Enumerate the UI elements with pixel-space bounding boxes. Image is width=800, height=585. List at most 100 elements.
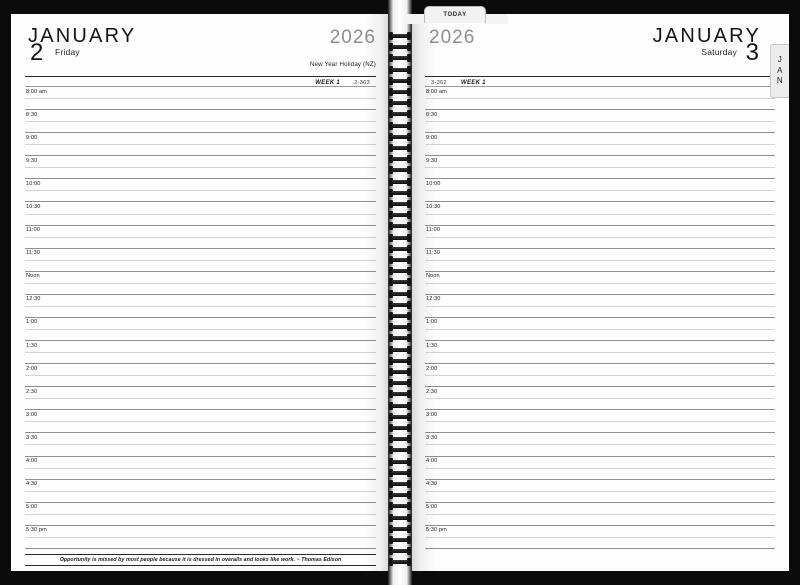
binding-coil: [388, 121, 412, 130]
right-time-slot[interactable]: 1:00: [425, 318, 775, 342]
binding-coil: [388, 558, 412, 567]
right-time-slot[interactable]: 2:30: [425, 387, 775, 411]
binding-coil: [388, 323, 412, 332]
binding-coil: [388, 289, 412, 298]
right-time-label: 2:30: [426, 388, 438, 395]
binding-coil: [388, 177, 412, 186]
left-time-slot[interactable]: 12:30: [25, 295, 376, 318]
left-holiday-note: New Year Holiday (NZ): [309, 61, 376, 68]
binding-coil: [388, 155, 412, 164]
right-time-slot[interactable]: 4:30: [425, 480, 775, 503]
left-month-title: JANUARY: [28, 25, 137, 47]
binding-coil: [388, 390, 412, 399]
left-time-label: 5:00: [26, 504, 38, 511]
left-time-slot[interactable]: 10:30: [25, 202, 376, 226]
left-time-slot[interactable]: Noon: [25, 272, 376, 295]
left-time-slot[interactable]: 2:00: [25, 364, 376, 388]
right-time-label: 12:30: [426, 296, 441, 303]
right-time-slot[interactable]: 11:00: [425, 226, 775, 249]
binding-coil: [388, 99, 412, 108]
right-time-label: Noon: [426, 273, 440, 280]
binding-coil: [388, 412, 412, 421]
left-time-slot[interactable]: 3:00: [25, 410, 376, 434]
left-day-number: 2: [30, 39, 44, 66]
left-time-slot[interactable]: 11:00: [25, 226, 376, 249]
right-day-number: 3: [745, 39, 759, 66]
right-time-slot[interactable]: 5:30 pm: [425, 526, 775, 549]
left-time-slot[interactable]: 5:00: [25, 503, 376, 526]
month-tab-letter-3: N: [776, 76, 784, 86]
right-time-slot[interactable]: 9:30: [425, 156, 775, 180]
right-time-label: 9:00: [426, 134, 438, 141]
today-tab-wing-right: [486, 14, 508, 24]
binding-coil: [388, 457, 412, 466]
left-time-label: 11:30: [26, 250, 41, 257]
left-time-slot[interactable]: 4:00: [25, 457, 376, 480]
left-time-slot[interactable]: 1:00: [25, 318, 376, 342]
binding-coil: [388, 547, 412, 556]
right-time-slot[interactable]: Noon: [425, 272, 775, 295]
left-time-slot[interactable]: 5:30 pm: [25, 526, 376, 549]
left-time-label: 11:00: [26, 227, 41, 234]
spiral-binding: [388, 0, 412, 585]
right-julian-date: 3-362: [431, 79, 447, 86]
left-time-slot[interactable]: 1:30: [25, 341, 376, 365]
binding-coil: [388, 524, 412, 533]
right-time-slot[interactable]: 5:00: [425, 503, 775, 526]
left-time-label: 1:30: [26, 342, 38, 349]
right-time-slot[interactable]: 1:30: [425, 341, 775, 365]
right-time-label: 4:30: [426, 481, 438, 488]
right-year-label: 2026: [429, 27, 476, 48]
left-time-label: 2:00: [26, 365, 38, 372]
left-time-slot[interactable]: 8:30: [25, 110, 376, 134]
binding-coil: [388, 345, 412, 354]
left-time-label: 8:30: [26, 111, 38, 118]
binding-coil: [388, 513, 412, 522]
right-time-slot[interactable]: 3:00: [425, 410, 775, 434]
today-tab[interactable]: TODAY: [424, 6, 486, 23]
left-time-slot[interactable]: 8:00 am: [25, 87, 376, 111]
daily-quote-text: Opportunity is missed by most people bec…: [59, 556, 342, 563]
binding-coil: [388, 76, 412, 85]
left-time-slot[interactable]: 11:30: [25, 249, 376, 272]
binding-coil: [388, 435, 412, 444]
left-time-slot[interactable]: 10:00: [25, 179, 376, 203]
right-time-slot[interactable]: 12:30: [425, 295, 775, 318]
month-tab-letter-2: A: [777, 65, 783, 75]
right-time-slot[interactable]: 4:00: [425, 457, 775, 480]
binding-coil: [388, 401, 412, 410]
left-time-slot[interactable]: 3:30: [25, 433, 376, 457]
binding-coil: [388, 368, 412, 376]
left-time-slot[interactable]: 9:30: [25, 156, 376, 180]
binding-coil: [388, 211, 412, 220]
left-day-name: Friday: [55, 47, 80, 57]
right-time-slot[interactable]: 8:30: [425, 110, 775, 134]
binding-coil: [388, 222, 412, 231]
right-quote-spacer: [411, 549, 789, 568]
right-time-slot[interactable]: 10:30: [425, 202, 775, 226]
binding-coil: [388, 536, 412, 544]
right-day-header: JANUARY 2026 3 Saturday: [411, 14, 789, 76]
binding-coil: [388, 446, 412, 455]
right-time-label: 5:00: [426, 504, 438, 511]
right-time-slot[interactable]: 9:00: [425, 133, 775, 157]
left-time-slot[interactable]: 2:30: [25, 387, 376, 411]
today-tab-wing-left: [404, 14, 426, 24]
month-tab-letter-1: J: [777, 54, 783, 64]
right-time-slot[interactable]: 2:00: [425, 364, 775, 388]
right-week-bar: WEEK 1 3-362: [425, 76, 775, 87]
left-julian-date: 2-363: [354, 79, 370, 86]
right-time-slot[interactable]: 3:30: [425, 433, 775, 457]
left-time-slot[interactable]: 4:30: [25, 480, 376, 503]
left-time-label: 10:30: [26, 203, 41, 210]
right-time-slot[interactable]: 10:00: [425, 179, 775, 203]
binding-coil: [388, 65, 412, 74]
right-time-slot[interactable]: 11:30: [425, 249, 775, 272]
month-tab-jan[interactable]: J A N: [770, 44, 789, 98]
right-time-label: 4:00: [426, 458, 438, 464]
right-time-slot[interactable]: 8:00 am: [425, 87, 775, 111]
left-time-slot[interactable]: 9:00: [25, 133, 376, 157]
binding-coil: [388, 200, 412, 208]
right-time-label: 11:30: [426, 250, 441, 257]
